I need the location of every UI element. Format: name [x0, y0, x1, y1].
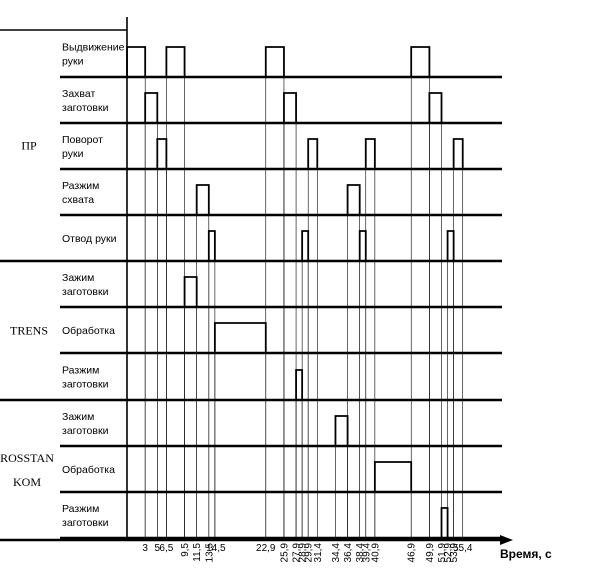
row-label: заготовки [62, 286, 109, 298]
x-axis-label: Время, с [500, 547, 552, 561]
x-tick-label: 55,4 [453, 543, 473, 554]
x-tick-label: 14,5 [206, 543, 226, 554]
row-label: заготовки [62, 379, 109, 391]
x-tick-label: 28,9 [298, 543, 309, 563]
x-tick-label: 39,4 [361, 543, 372, 563]
row-label: Зажим [62, 411, 94, 423]
pulse [156, 138, 168, 169]
pulse [446, 230, 455, 261]
x-tick-label: 38,4 [355, 543, 366, 563]
x-tick-label: 5 [155, 543, 161, 554]
group-label: ROSSTAN [0, 451, 54, 465]
pulse [364, 138, 376, 169]
group-label: TRENS [10, 324, 48, 338]
pulse [346, 184, 361, 215]
pulse [358, 230, 367, 261]
x-tick-label: 51,9 [437, 543, 448, 563]
row-label: Поворот [62, 134, 103, 146]
group-label: ПР [21, 139, 37, 153]
pulse [126, 46, 147, 77]
pulse [410, 46, 431, 77]
row-label: Обработка [62, 325, 115, 337]
pulse [428, 92, 443, 123]
pulse [373, 461, 413, 492]
pulse [183, 276, 198, 307]
row-label: Отвод руки [62, 233, 117, 245]
row-label: руки [62, 148, 84, 160]
row-label: Обработка [62, 464, 115, 476]
pulse [213, 322, 267, 353]
pulse [334, 415, 349, 446]
row-label: заготовки [62, 517, 109, 529]
x-tick-label: 6,5 [159, 543, 173, 554]
pulse [195, 184, 210, 215]
x-tick-label: 11,5 [192, 543, 203, 562]
row-label: схвата [62, 194, 94, 206]
x-tick-label: 29,9 [304, 543, 315, 563]
row-label: заготовки [62, 425, 109, 437]
pulse [165, 46, 186, 77]
pulse [264, 46, 285, 77]
pulse [440, 507, 449, 538]
row-label: Захват [62, 88, 96, 100]
row-label: заготовки [62, 102, 109, 114]
row-label: Разжим [62, 365, 99, 377]
row-label: Разжим [62, 503, 99, 515]
x-tick-label: 40,9 [370, 543, 381, 563]
row-label: Выдвижение [62, 42, 125, 54]
x-tick-label: 46,9 [407, 543, 418, 563]
row-label: руки [62, 56, 84, 68]
x-tick-label: 27,9 [292, 543, 303, 563]
x-tick-label: 52,9 [443, 543, 454, 563]
x-tick-label: 34,4 [331, 543, 342, 563]
pulse [301, 230, 310, 261]
row-label: Зажим [62, 272, 94, 284]
x-tick-label: 9,5 [180, 543, 191, 557]
x-tick-label: 3 [142, 543, 148, 554]
x-tick-label: 25,9 [279, 543, 290, 563]
pulse [207, 230, 216, 261]
pulse [452, 138, 464, 169]
x-tick-label: 31,4 [313, 543, 324, 563]
x-tick-label: 53,9 [449, 543, 460, 563]
row-label: Разжим [62, 180, 99, 192]
x-tick-label: 22,9 [256, 543, 276, 554]
x-tick-label: 13,5 [204, 543, 215, 563]
group-label: KOM [13, 475, 41, 489]
x-tick-label: 49,9 [425, 543, 436, 563]
x-tick-label: 36,4 [343, 543, 354, 563]
x-axis-arrow [500, 535, 513, 545]
pulse [144, 92, 159, 123]
pulse [295, 369, 304, 400]
pulse [283, 92, 297, 123]
pulse [307, 138, 319, 169]
